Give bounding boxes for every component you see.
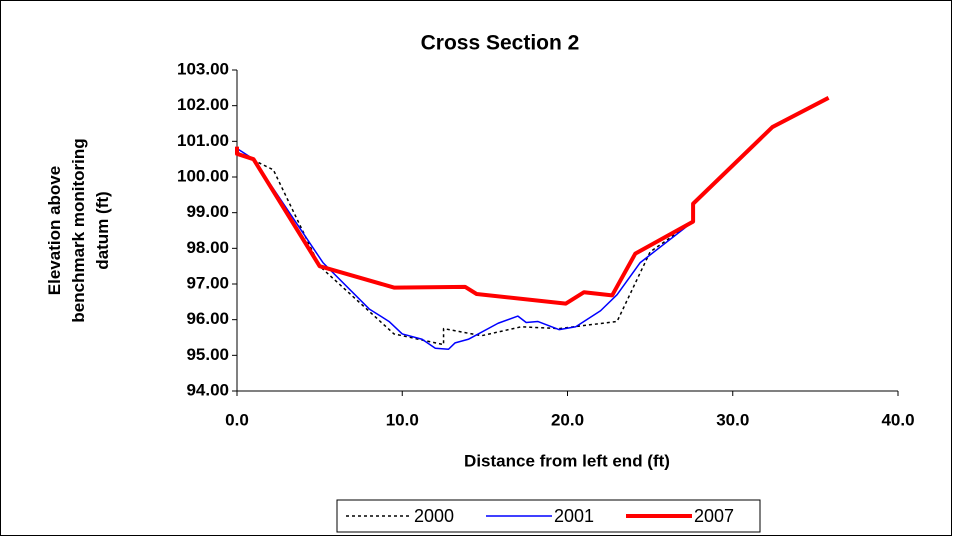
chart-title: Cross Section 2 (421, 32, 580, 55)
x-axis-label: Distance from left end (ft) (464, 451, 670, 470)
y-tick-label: 99.00 (186, 202, 229, 221)
x-tick-label: 0.0 (225, 410, 249, 429)
y-axis-label: Elevation above benchmark monitoring datum… (45, 138, 112, 322)
x-tick-label: 10.0 (386, 410, 419, 429)
y-tick-label: 98.00 (186, 238, 229, 257)
y-tick-label: 96.00 (186, 309, 229, 328)
y-tick-label: 102.00 (177, 95, 229, 114)
y-tick-label: 94.00 (186, 380, 229, 399)
y-tick-label: 101.00 (177, 131, 229, 150)
x-tick-label: 40.0 (881, 410, 914, 429)
y-tick-label: 103.00 (177, 59, 229, 78)
y-tick-label: 97.00 (186, 273, 229, 292)
legend-label: 2001 (554, 506, 594, 526)
x-tick-label: 30.0 (716, 410, 749, 429)
legend-label: 2007 (694, 506, 734, 526)
legend-label: 2000 (414, 506, 454, 526)
y-tick-label: 95.00 (186, 345, 229, 364)
series-line (235, 96, 830, 306)
x-tick-label: 20.0 (551, 410, 584, 429)
y-tick-label: 100.00 (177, 166, 229, 185)
series-line (236, 147, 694, 351)
